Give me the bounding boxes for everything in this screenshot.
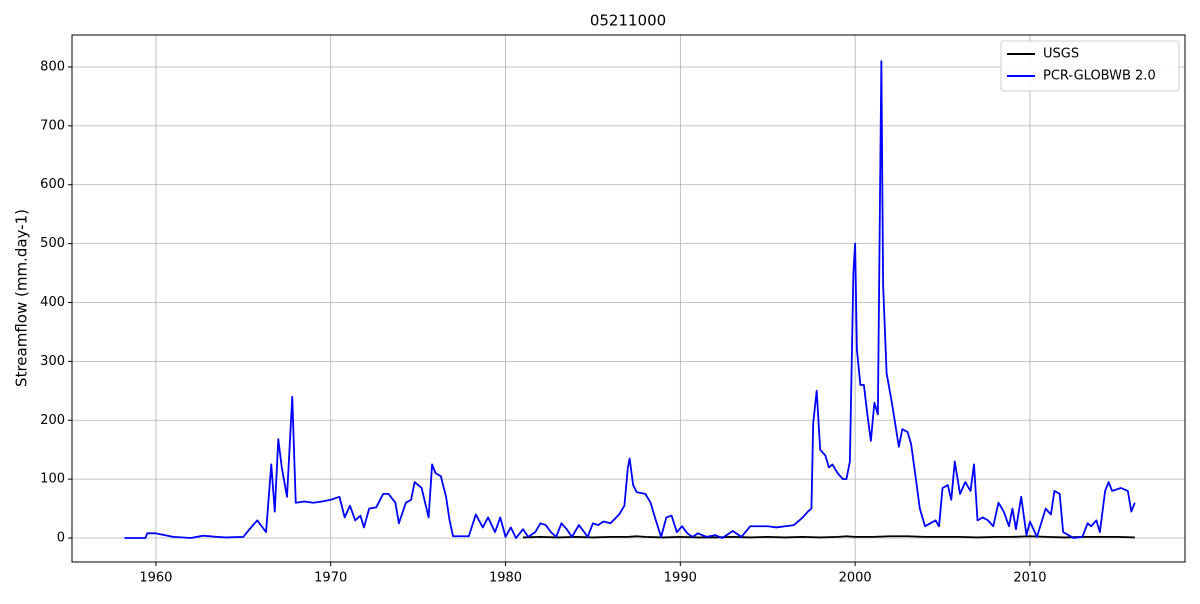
y-tick-label: 700	[40, 118, 65, 133]
y-tick-label: 300	[40, 354, 65, 369]
legend-box	[1000, 40, 1180, 92]
x-tick-label: 1980	[489, 571, 522, 586]
x-tick-label: 1990	[664, 571, 697, 586]
x-tick-label: 1970	[314, 571, 347, 586]
y-tick-label: 400	[40, 295, 65, 310]
y-tick-label: 200	[40, 413, 65, 428]
y-tick-label: 100	[40, 472, 65, 487]
series-line	[522, 535, 1135, 539]
legend-label: PCR-GLOBWB 2.0	[1043, 69, 1156, 84]
y-tick-label: 800	[40, 59, 65, 74]
x-tick-label: 2010	[1013, 571, 1046, 586]
y-tick-label: 600	[40, 177, 65, 192]
plot-frame	[71, 34, 1186, 563]
chart-title: 05211000	[590, 12, 666, 30]
y-tick-label: 500	[40, 236, 65, 251]
x-tick-label: 1960	[139, 571, 172, 586]
y-axis-label: Streamflow (mm.day-1)	[13, 209, 31, 387]
y-tick-label: 0	[57, 531, 65, 546]
legend-label: USGS	[1043, 47, 1079, 62]
x-tick-label: 2000	[839, 571, 872, 586]
series-line	[124, 60, 1136, 539]
